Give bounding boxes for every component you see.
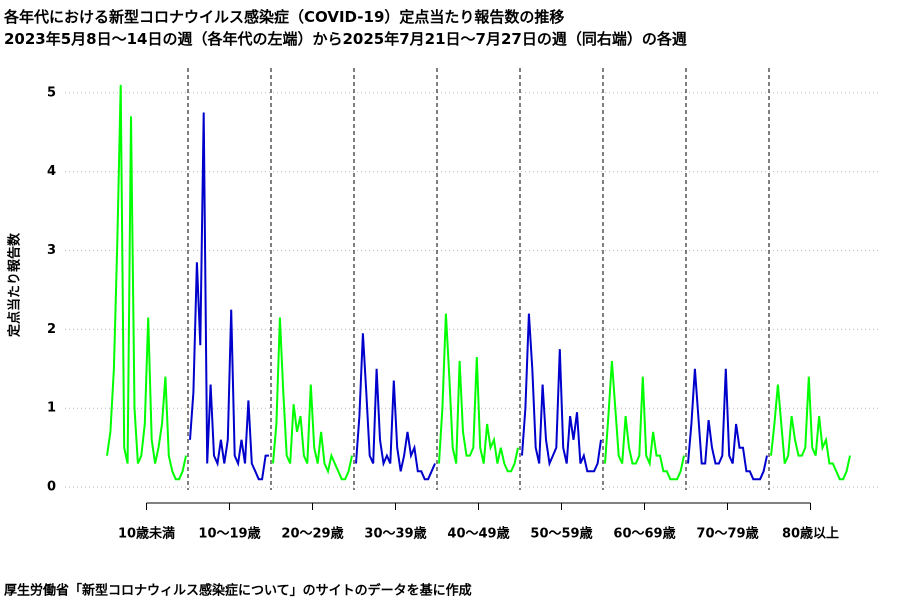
x-tick-label: 30～39歳 xyxy=(364,526,426,542)
series-line xyxy=(355,333,436,481)
series-line xyxy=(770,376,851,481)
x-tick-label: 50～59歳 xyxy=(530,526,592,542)
x-tick-label: 80歳以上 xyxy=(782,526,839,542)
y-tick-label: 0 xyxy=(47,480,56,495)
x-tick-label: 40～49歳 xyxy=(447,526,509,542)
chart-subtitle: 2023年5月8日～14日の週（各年代の左端）から2025年7月21日～7月27… xyxy=(4,30,687,48)
y-tick-label: 2 xyxy=(47,322,56,337)
y-axis-label: 定点当たり報告数 xyxy=(7,232,23,338)
series-line xyxy=(189,112,269,481)
caption: 厚生労働省「新型コロナウィルス感染症について」のサイトのデータを基に作成 xyxy=(4,583,472,599)
series-line xyxy=(687,368,768,481)
x-tick-label: 10～19歳 xyxy=(198,526,260,542)
series-line xyxy=(272,317,353,481)
series-line xyxy=(604,360,685,481)
x-tick-label: 70～79歳 xyxy=(696,526,758,542)
series-line xyxy=(106,84,187,481)
series-line xyxy=(521,313,602,473)
x-tick-label: 10歳未満 xyxy=(118,526,175,542)
x-tick-label: 20～29歳 xyxy=(281,526,343,542)
chart-title: 各年代における新型コロナウイルス感染症（COVID-19）定点当たり報告数の推移 xyxy=(3,8,564,26)
y-tick-label: 1 xyxy=(47,401,56,416)
y-tick-label: 5 xyxy=(47,85,56,100)
y-tick-label: 3 xyxy=(47,243,56,258)
x-tick-label: 60～69歳 xyxy=(613,526,675,542)
series-line xyxy=(438,313,519,473)
y-tick-label: 4 xyxy=(47,164,56,179)
